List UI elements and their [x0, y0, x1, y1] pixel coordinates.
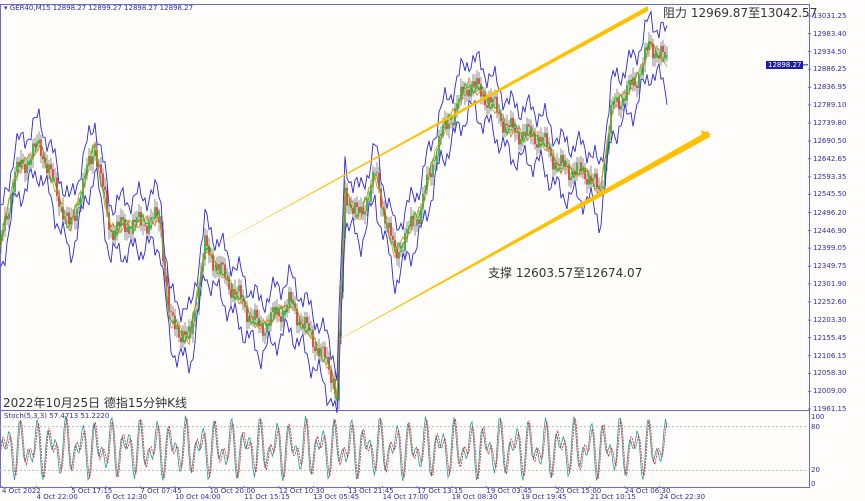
stoch-level-label: 20 [811, 466, 820, 475]
stoch-level-label: 0 [811, 480, 816, 488]
y-tick-label: 11961.15 [813, 405, 847, 413]
x-tick-label: 10 Oct 04:00 [175, 493, 221, 501]
stoch-signal-line [0, 418, 668, 480]
resistance-trendline [208, 6, 648, 250]
upper-band-line [0, 9, 668, 381]
y-tick-label: 12545.50 [813, 190, 847, 199]
y-tick-label: 12446.90 [813, 226, 847, 235]
y-tick-label: 12009.00 [813, 387, 847, 396]
x-tick-label: 7 Oct 07:45 [140, 487, 182, 495]
y-tick-label: 12642.65 [813, 154, 847, 163]
y-tick-label: 12496.20 [813, 208, 847, 217]
x-tick-label: 6 Oct 12:30 [105, 493, 147, 501]
stoch-level-label: 80 [811, 422, 820, 431]
y-tick-label: 13031.25 [813, 12, 847, 20]
x-tick-label: 20 Oct 15:00 [555, 487, 602, 495]
stoch-level-label: 100 [811, 413, 825, 421]
chart-header: ▾ GER40,M15 12898.27 12899.27 12898.27 1… [4, 4, 194, 12]
y-tick-label: 12349.75 [813, 262, 847, 271]
x-tick-label: 4 Oct 22:00 [36, 493, 78, 501]
current-price-marker: 12898.27 [766, 61, 804, 69]
y-tick-label: 12301.90 [813, 279, 847, 288]
chart-caption: 2022年10月25日 德指15分钟K线 [3, 396, 188, 410]
symbol-label: GER40,M15 [9, 4, 51, 12]
x-tick-label: 14 Oct 17:00 [382, 493, 429, 501]
x-tick-label: 11 Oct 15:15 [244, 493, 290, 501]
x-tick-label: 12 Oct 10:30 [278, 487, 325, 495]
y-tick-label: 12836.95 [813, 83, 847, 92]
y-tick-label: 12690.50 [813, 137, 847, 146]
y-tick-label: 12155.45 [813, 333, 847, 342]
stoch-main-line [0, 415, 668, 482]
lower-band-line [0, 63, 668, 414]
x-tick-label: 24 Oct 06:30 [624, 487, 671, 495]
y-tick-label: 12106.15 [813, 351, 847, 360]
x-tick-label: 17 Oct 13:15 [417, 487, 463, 495]
y-tick-label: 12934.50 [813, 47, 847, 56]
moving-average-line [0, 39, 668, 401]
y-tick-label: 12252.60 [813, 297, 847, 306]
ohlc-values: 12898.27 12899.27 12898.27 12898.27 [52, 4, 194, 12]
stoch-label: Stoch(5,3,3) 57.4713 51.2220 [4, 412, 110, 420]
y-tick-label: 12399.05 [813, 244, 847, 253]
x-tick-label: 24 Oct 22:30 [659, 493, 706, 501]
x-tick-label: 5 Oct 17:15 [71, 487, 113, 495]
x-tick-label: 19 Oct 19:45 [521, 493, 567, 501]
x-tick-label: 19 Oct 03:45 [486, 487, 533, 495]
signal-average-line [0, 41, 668, 400]
y-tick-label: 12058.30 [813, 369, 847, 378]
x-tick-label: 13 Oct 21:45 [348, 487, 394, 495]
trendline-arrowhead [701, 130, 711, 140]
y-tick-label: 12983.40 [813, 29, 847, 38]
support-annotation: 支撑 12603.57至12674.07 [488, 266, 643, 280]
y-tick-label: 12886.25 [813, 65, 847, 74]
y-tick-label: 12593.35 [813, 172, 847, 181]
stoch-panel [0, 410, 810, 488]
x-tick-label: 10 Oct 20:00 [209, 487, 256, 495]
x-tick-label: 18 Oct 08:30 [451, 493, 498, 501]
y-tick-label: 12789.10 [813, 100, 847, 109]
resistance-annotation: 阻力 12969.87至13042.57 [663, 6, 818, 20]
support-trendline [320, 131, 710, 350]
y-tick-label: 12739.80 [813, 119, 847, 128]
y-tick-label: 12203.30 [813, 316, 847, 325]
x-tick-label: 21 Oct 10:15 [590, 493, 636, 501]
x-tick-label: 4 Oct 2022 [2, 487, 41, 495]
x-tick-label: 13 Oct 05:45 [313, 493, 360, 501]
